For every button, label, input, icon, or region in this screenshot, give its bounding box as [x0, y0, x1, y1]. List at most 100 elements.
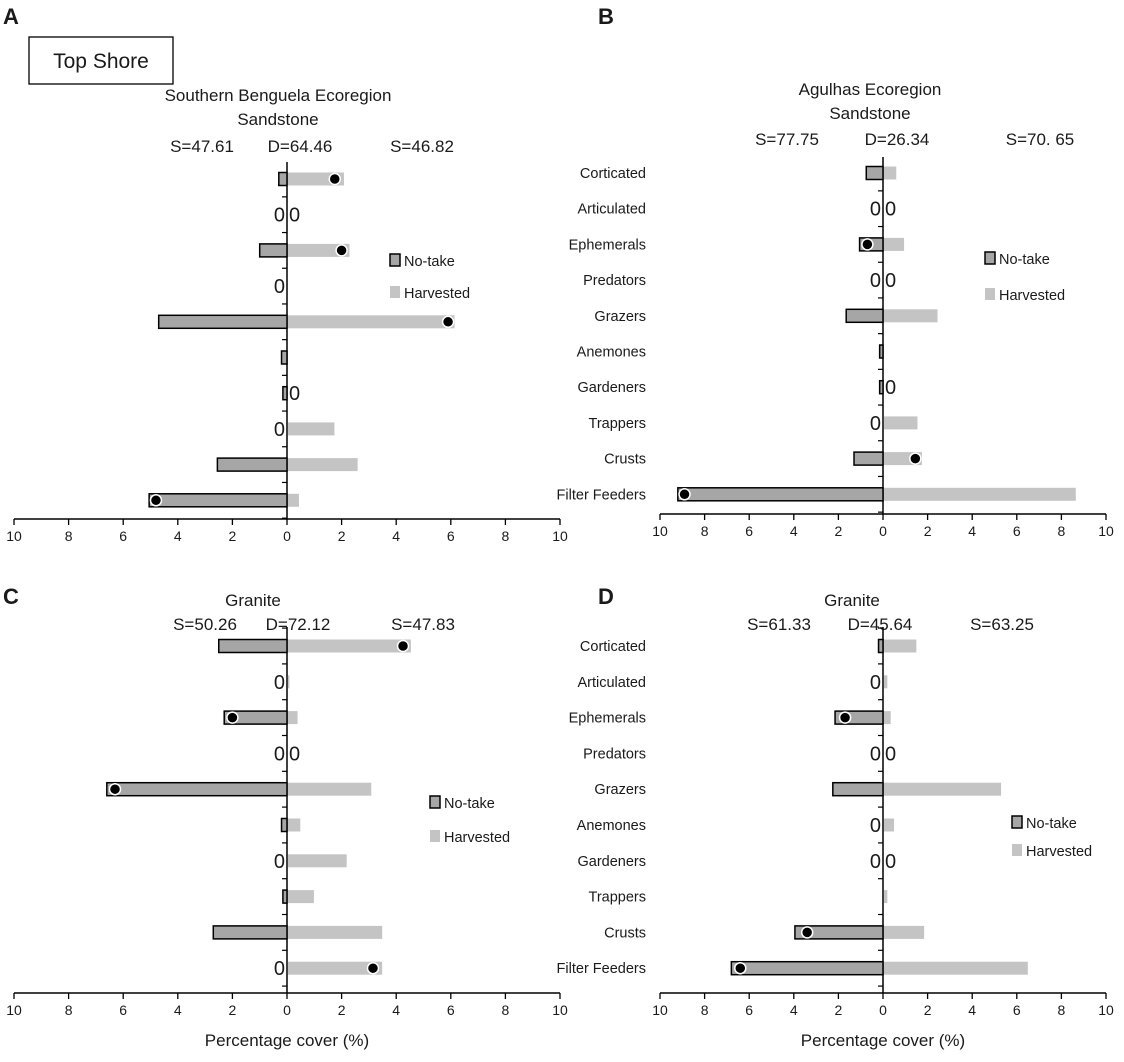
x-tick-label: 2 [924, 1002, 932, 1018]
bar-harvested [288, 675, 290, 689]
zero-label-no-take: 0 [274, 958, 285, 980]
bar-harvested [288, 711, 298, 725]
zero-label-no-take: 0 [870, 743, 881, 765]
zero-label-no-take: 0 [870, 672, 881, 694]
category-label: Filter Feeders [557, 487, 646, 503]
category-label: Grazers [594, 782, 646, 798]
legend-swatch-no-take [1011, 815, 1023, 829]
bar-harvested [288, 422, 335, 436]
bar-harvested [288, 854, 347, 868]
bar-no-take [258, 243, 288, 258]
x-tick-label: 8 [65, 1002, 73, 1018]
x-tick-label: 2 [229, 528, 237, 544]
bar-harvested [884, 237, 905, 251]
top-shore-box [28, 36, 174, 85]
significance-dot [149, 494, 163, 507]
panel-letter: C [3, 584, 19, 609]
bar-no-take [280, 817, 288, 833]
diversity-stat: S=46.82 [390, 137, 454, 156]
bar-no-take [218, 638, 288, 654]
diversity-stat: S=70. 65 [1006, 130, 1075, 149]
category-label: Gardeners [577, 854, 646, 870]
zero-label-harvested: 0 [289, 383, 300, 405]
zero-label-harvested: 0 [885, 270, 896, 292]
bar-harvested [884, 487, 1076, 501]
zero-label-no-take: 0 [274, 672, 285, 694]
significance-dot [226, 711, 239, 724]
zero-label-harvested: 0 [289, 743, 300, 765]
bar-no-take [148, 493, 288, 508]
x-tick-label: 2 [229, 1002, 237, 1018]
legend-swatch-harvested [390, 286, 400, 298]
panel-letter: D [598, 584, 614, 609]
category-label: Anemones [577, 818, 646, 834]
x-tick-label: 4 [174, 528, 182, 544]
legend-label-no-take: No-take [444, 796, 495, 812]
bar-harvested [288, 639, 411, 653]
x-tick-label: 2 [338, 528, 346, 544]
bar-no-take [865, 165, 884, 181]
x-tick-label: 2 [835, 1002, 843, 1018]
x-tick-label: 6 [447, 528, 455, 544]
legend-label-harvested: Harvested [1026, 844, 1092, 860]
bar-no-take [280, 350, 288, 365]
bar-no-take [853, 451, 884, 466]
x-tick-label: 6 [745, 1002, 753, 1018]
bar-harvested [884, 416, 918, 430]
legend-swatch-harvested [985, 288, 995, 300]
significance-dot [800, 926, 814, 939]
bar-harvested [288, 315, 455, 329]
x-tick-label: 4 [968, 1002, 976, 1018]
significance-dot [335, 244, 348, 257]
panel-title: Granite [225, 591, 281, 610]
panel-c: C Granite S=50.26 D=72.12 S=47.83 10 8 6 4 2 0 2 4 6 8… [3, 584, 568, 1050]
panel-title: Southern Benguela Ecoregion [165, 86, 392, 105]
legend-swatch-no-take [389, 253, 401, 267]
bar-harvested [288, 961, 383, 975]
x-tick-label: 6 [119, 1002, 127, 1018]
legend-swatch-harvested [430, 830, 440, 842]
category-label: Crusts [604, 925, 646, 941]
panel-letter: B [598, 4, 614, 29]
panel-letter: A [3, 4, 19, 29]
x-tick-label: 10 [652, 523, 668, 539]
x-tick-label: 4 [392, 1002, 400, 1018]
bar-no-take [157, 314, 288, 330]
legend-swatch-no-take [984, 251, 996, 265]
x-tick-label: 0 [879, 1002, 887, 1018]
legend-label-no-take: No-take [999, 252, 1050, 268]
x-tick-label: 6 [447, 1002, 455, 1018]
diversity-stat: D=45.64 [848, 615, 913, 634]
x-tick-label: 0 [283, 528, 291, 544]
category-label: Gardeners [577, 380, 646, 396]
panel-title: Sandstone [829, 104, 910, 123]
significance-dot [861, 238, 874, 251]
x-tick-label: 8 [502, 1002, 510, 1018]
legend-label-harvested: Harvested [999, 288, 1065, 304]
category-label: Predators [583, 746, 646, 762]
category-label: Filter Feeders [557, 961, 646, 977]
significance-dot [396, 639, 410, 653]
panel-d: D Granite S=61.33 D=45.64 S=63.25 10 8 6 4 2 0 2 4 6 8… [557, 584, 1114, 1050]
bar-harvested [884, 782, 1002, 796]
bar-harvested [288, 243, 350, 257]
diversity-stat: S=47.61 [170, 137, 234, 156]
bar-no-take [282, 385, 288, 401]
significance-dot [909, 452, 922, 465]
bar-harvested [884, 818, 895, 832]
significance-dot [441, 315, 455, 329]
zero-label-harvested: 0 [885, 743, 896, 765]
bar-no-take [212, 925, 288, 940]
zero-label-no-take: 0 [274, 205, 285, 227]
x-tick-label: 2 [338, 1002, 346, 1018]
significance-dot [108, 782, 122, 796]
legend-label-harvested: Harvested [444, 830, 510, 846]
significance-dot [328, 172, 342, 186]
bar-no-take [794, 925, 884, 940]
bar-harvested [288, 890, 314, 904]
x-tick-label: 4 [790, 523, 798, 539]
panel-title: Sandstone [237, 110, 318, 129]
zero-label-no-take: 0 [870, 270, 881, 292]
